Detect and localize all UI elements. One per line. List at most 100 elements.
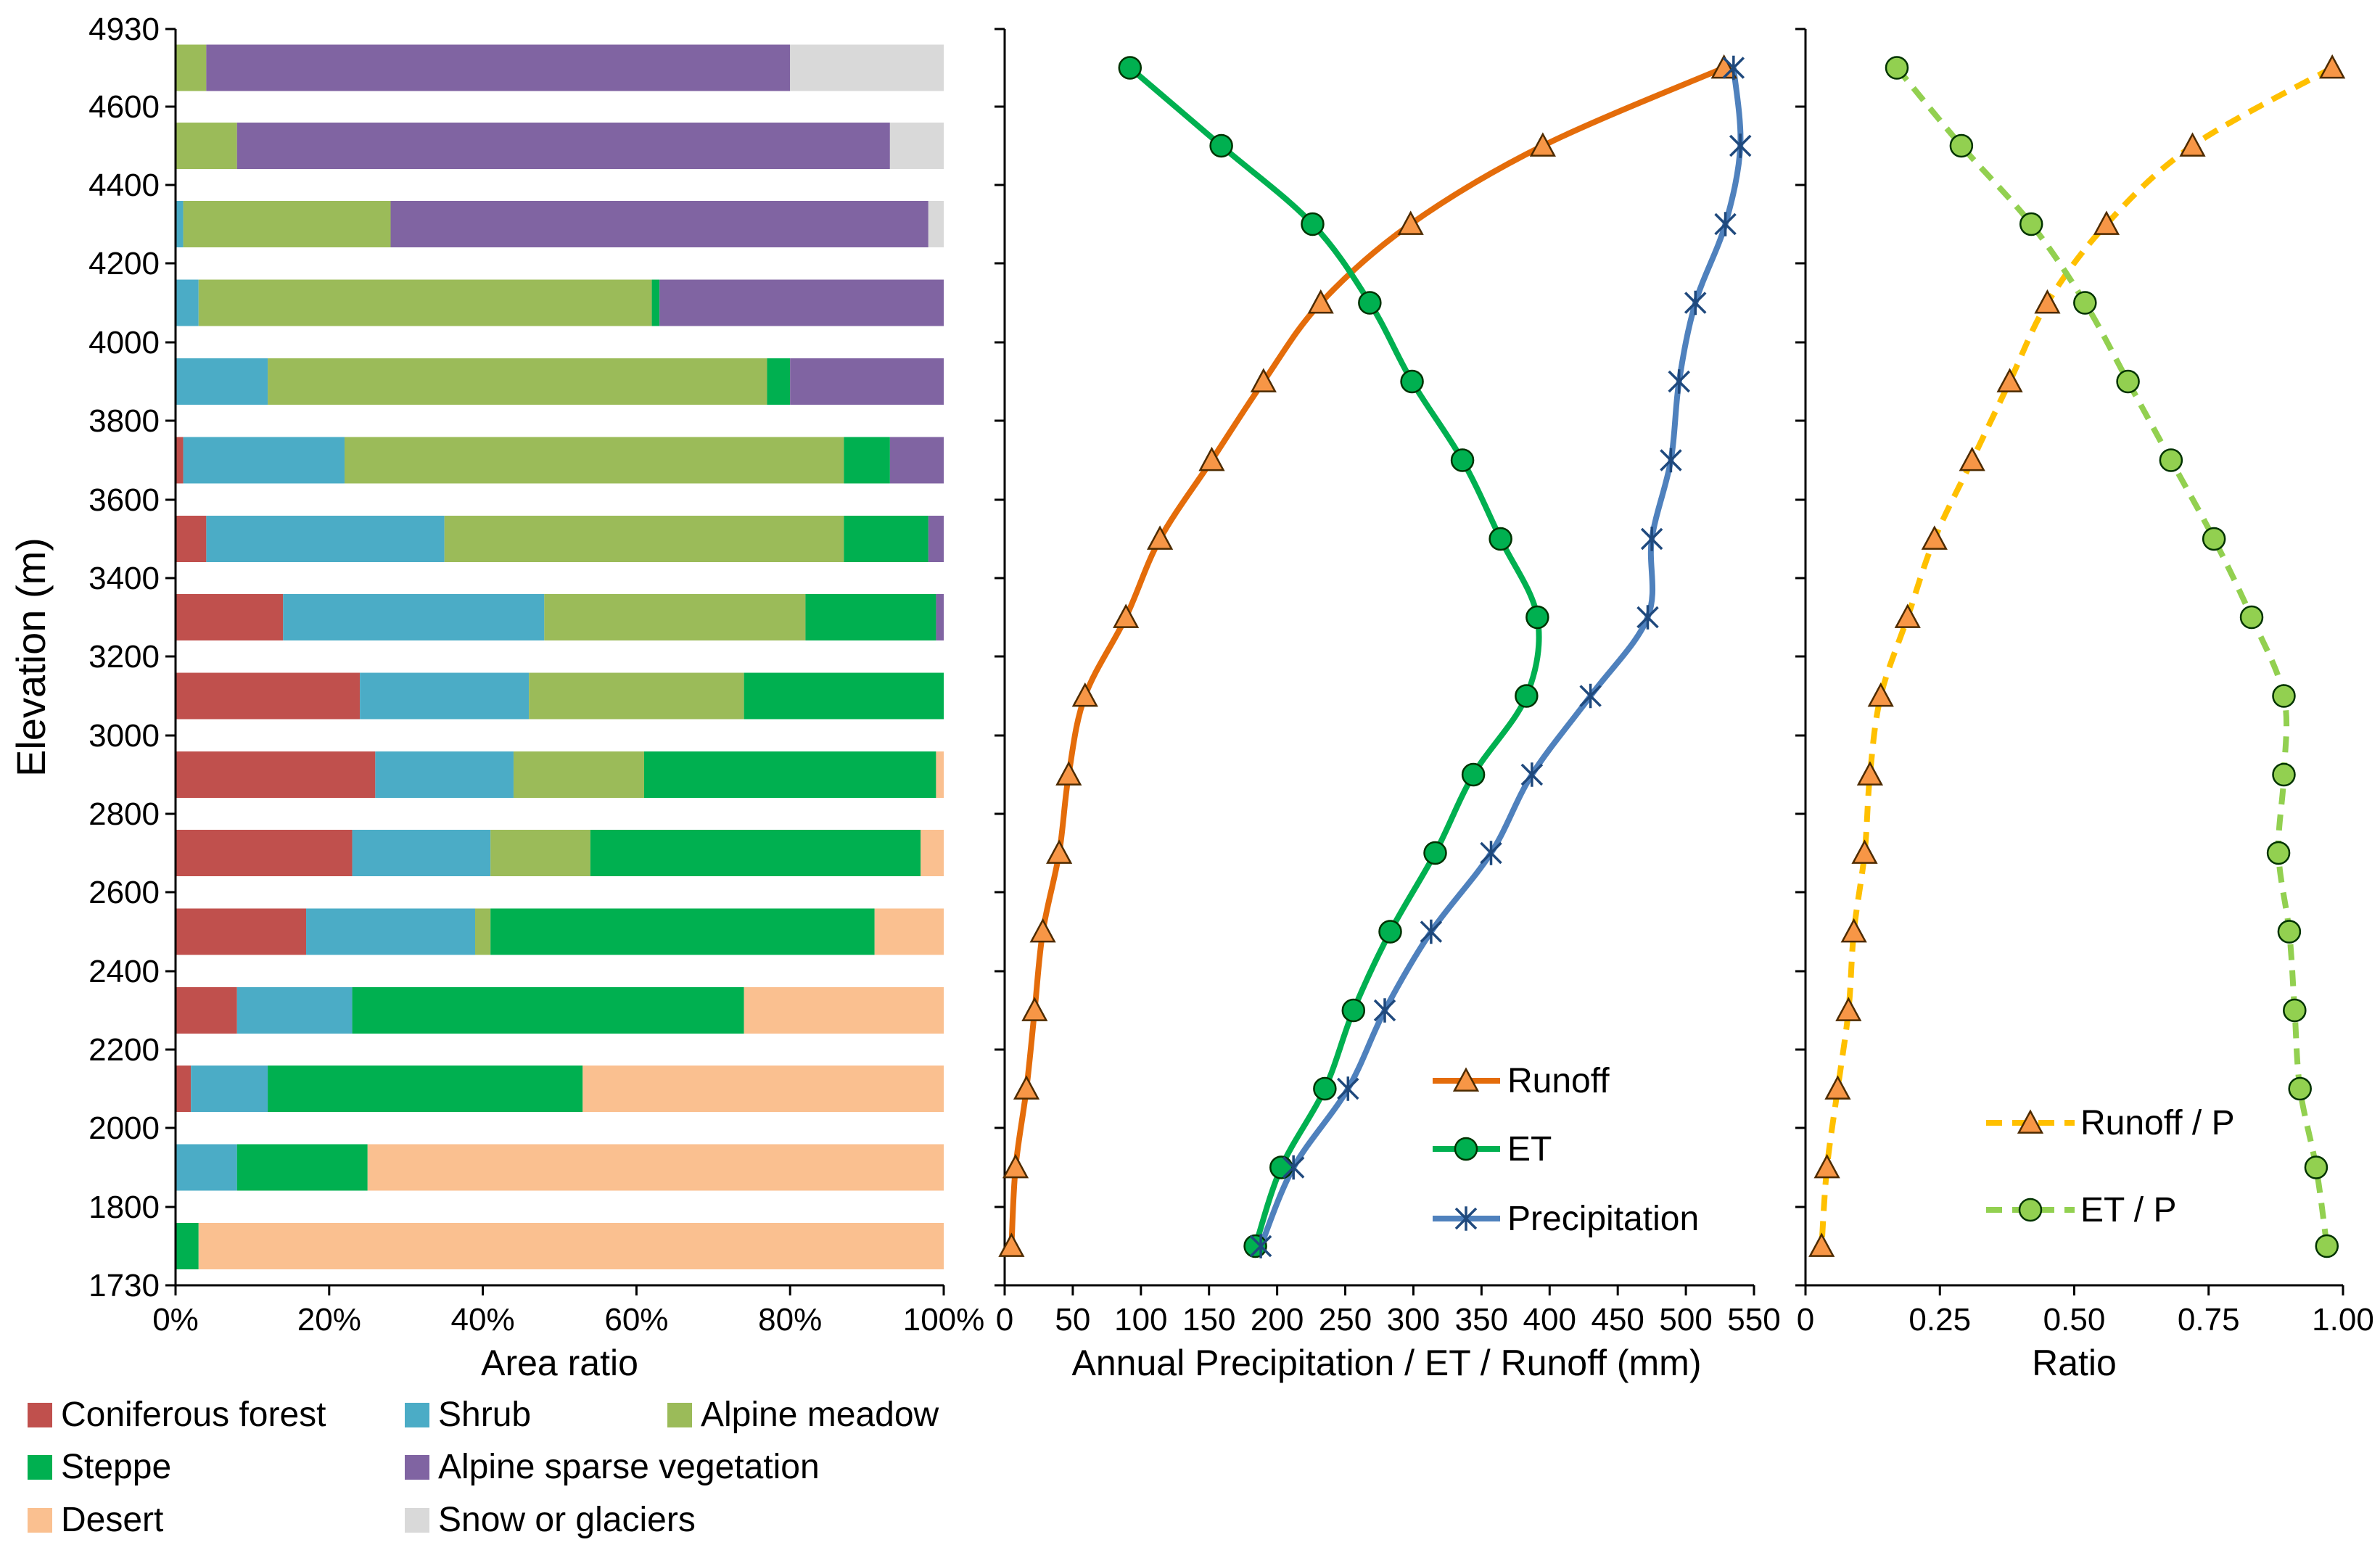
point-runoff-p-3000: [1856, 761, 1884, 786]
elevation-tick-label: 2800: [88, 796, 160, 832]
bar-steppe-4000: [767, 358, 791, 405]
bar-coniferous-forest-3000: [176, 751, 376, 798]
point-runoff-p-4200: [2034, 289, 2061, 314]
point-precipitation-3600: [1640, 527, 1663, 551]
bar-shrub-4400: [176, 201, 184, 247]
legend-label-et: ET: [1507, 1130, 1552, 1169]
point-runoff-1800: [998, 1232, 1025, 1257]
area-ratio-tick-label: 0%: [152, 1302, 199, 1338]
bar-steppe-3200: [744, 672, 944, 720]
legend-label-runoff: Runoff: [1507, 1062, 1610, 1100]
bar-steppe-3600: [844, 516, 928, 562]
legend-label-snow-or-glaciers: Snow or glaciers: [438, 1501, 696, 1539]
elevation-tick-label: 2200: [88, 1032, 160, 1068]
bar-steppe-2400: [352, 987, 744, 1034]
ratio-axis-title: Ratio: [2032, 1343, 2117, 1383]
point-et-4200: [1358, 291, 1382, 315]
bar-alpine-meadow-4600: [176, 123, 237, 169]
ratio-tick-label: 0.75: [2178, 1302, 2240, 1338]
point-runoff-2200: [1013, 1075, 1040, 1100]
elevation-tick-label: 4000: [88, 325, 160, 360]
point-et-p-3000: [2272, 762, 2296, 787]
legend-label-desert: Desert: [61, 1501, 163, 1539]
elevation-tick-label: 3200: [88, 639, 160, 675]
series-line-runoff: [1008, 65, 1726, 1247]
bar-alpine-sparse-vegetation-3400: [936, 594, 944, 640]
elevation-tick-label: 1730: [88, 1268, 160, 1303]
point-et-p-3400: [2239, 605, 2264, 630]
point-et-p-2000: [2304, 1155, 2328, 1179]
point-et-p-4600: [1949, 133, 1974, 158]
bar-steppe-1800: [176, 1223, 199, 1269]
point-et-3000: [1461, 762, 1486, 787]
water-balance-tick-label: 350: [1455, 1302, 1508, 1338]
point-precipitation-2200: [1337, 1076, 1359, 1101]
point-precipitation-4000: [1668, 369, 1690, 394]
bar-steppe-3000: [643, 751, 936, 798]
point-precipitation-2800: [1480, 841, 1502, 865]
point-precipitation-4600: [1729, 133, 1752, 158]
series-line-runoff-p: [1819, 65, 2334, 1247]
elevation-tick-label: 1800: [88, 1190, 160, 1225]
area-ratio-tick-label: 60%: [604, 1302, 668, 1338]
water-balance-tick-label: 150: [1182, 1302, 1235, 1338]
point-precipitation-3000: [1520, 762, 1544, 787]
point-runoff-2600: [1029, 918, 1056, 943]
bar-coniferous-forest-3600: [176, 516, 207, 562]
point-et-p-2800: [2266, 841, 2291, 865]
water-balance-tick-label: 50: [1055, 1302, 1090, 1338]
bar-alpine-sparse-vegetation-4000: [790, 358, 944, 405]
bar-shrub-3600: [206, 516, 445, 562]
bar-alpine-sparse-vegetation-4400: [390, 201, 928, 247]
elevation-tick-label: 4200: [88, 246, 160, 281]
point-runoff-p-4600: [2179, 132, 2206, 157]
bar-desert-2000: [367, 1144, 944, 1191]
bar-alpine-meadow-3200: [529, 672, 744, 720]
elevation-tick-label: 3600: [88, 482, 160, 518]
point-precipitation-4200: [1684, 290, 1707, 316]
bar-coniferous-forest-2600: [176, 908, 307, 955]
bar-desert-2800: [921, 830, 944, 876]
legend-marker-precipitation: [1454, 1206, 1478, 1231]
bar-shrub-2000: [176, 1144, 237, 1191]
bar-shrub-2400: [236, 987, 353, 1034]
bar-shrub-2600: [306, 908, 476, 955]
point-runoff-3000: [1055, 761, 1082, 786]
legend-label-steppe: Steppe: [61, 1448, 171, 1486]
point-et-4600: [1209, 133, 1233, 158]
legend-swatch-steppe: [28, 1455, 52, 1480]
bar-alpine-meadow-3800: [344, 437, 844, 484]
point-runoff-4000: [1250, 368, 1277, 392]
point-et-p-2600: [2277, 920, 2302, 944]
point-et-4400: [1301, 212, 1325, 236]
point-et-2000: [1269, 1155, 1293, 1179]
point-runoff-p-4400: [2093, 210, 2120, 235]
legend-swatch-desert: [28, 1508, 52, 1533]
point-runoff-3400: [1113, 603, 1140, 628]
legend-marker-runoff-p: [2017, 1109, 2044, 1134]
bar-alpine-meadow-2600: [475, 908, 491, 955]
point-precipitation-1800: [1249, 1234, 1272, 1258]
bar-steppe-4200: [651, 279, 660, 326]
legend-label-alpine-sparse-vegetation: Alpine sparse vegetation: [438, 1448, 820, 1486]
bar-shrub-2200: [191, 1066, 268, 1112]
bar-alpine-sparse-vegetation-4800: [206, 44, 791, 91]
legend-swatch-alpine-sparse-vegetation: [405, 1455, 429, 1480]
bar-shrub-4200: [176, 279, 199, 326]
bar-shrub-3400: [283, 594, 545, 640]
point-et-p-4400: [2019, 212, 2043, 236]
ratio-tick-label: 1.00: [2312, 1302, 2374, 1338]
bar-shrub-2800: [352, 830, 491, 876]
point-et-p-4800: [1885, 56, 1909, 80]
bar-desert-1800: [198, 1223, 944, 1269]
water-balance-tick-label: 450: [1591, 1302, 1644, 1338]
point-runoff-3800: [1198, 446, 1225, 471]
point-precipitation-3400: [1636, 605, 1659, 630]
bar-steppe-2000: [236, 1144, 368, 1191]
legend-marker-runoff: [1452, 1067, 1480, 1092]
area-ratio-tick-label: 100%: [903, 1302, 985, 1338]
bar-steppe-2600: [490, 908, 875, 955]
bar-coniferous-forest-3400: [176, 594, 284, 640]
panel-ratio: 0 0.25 0.50 0.75 1.00 Ratio Runoff / P ET / P: [1795, 28, 2374, 1383]
